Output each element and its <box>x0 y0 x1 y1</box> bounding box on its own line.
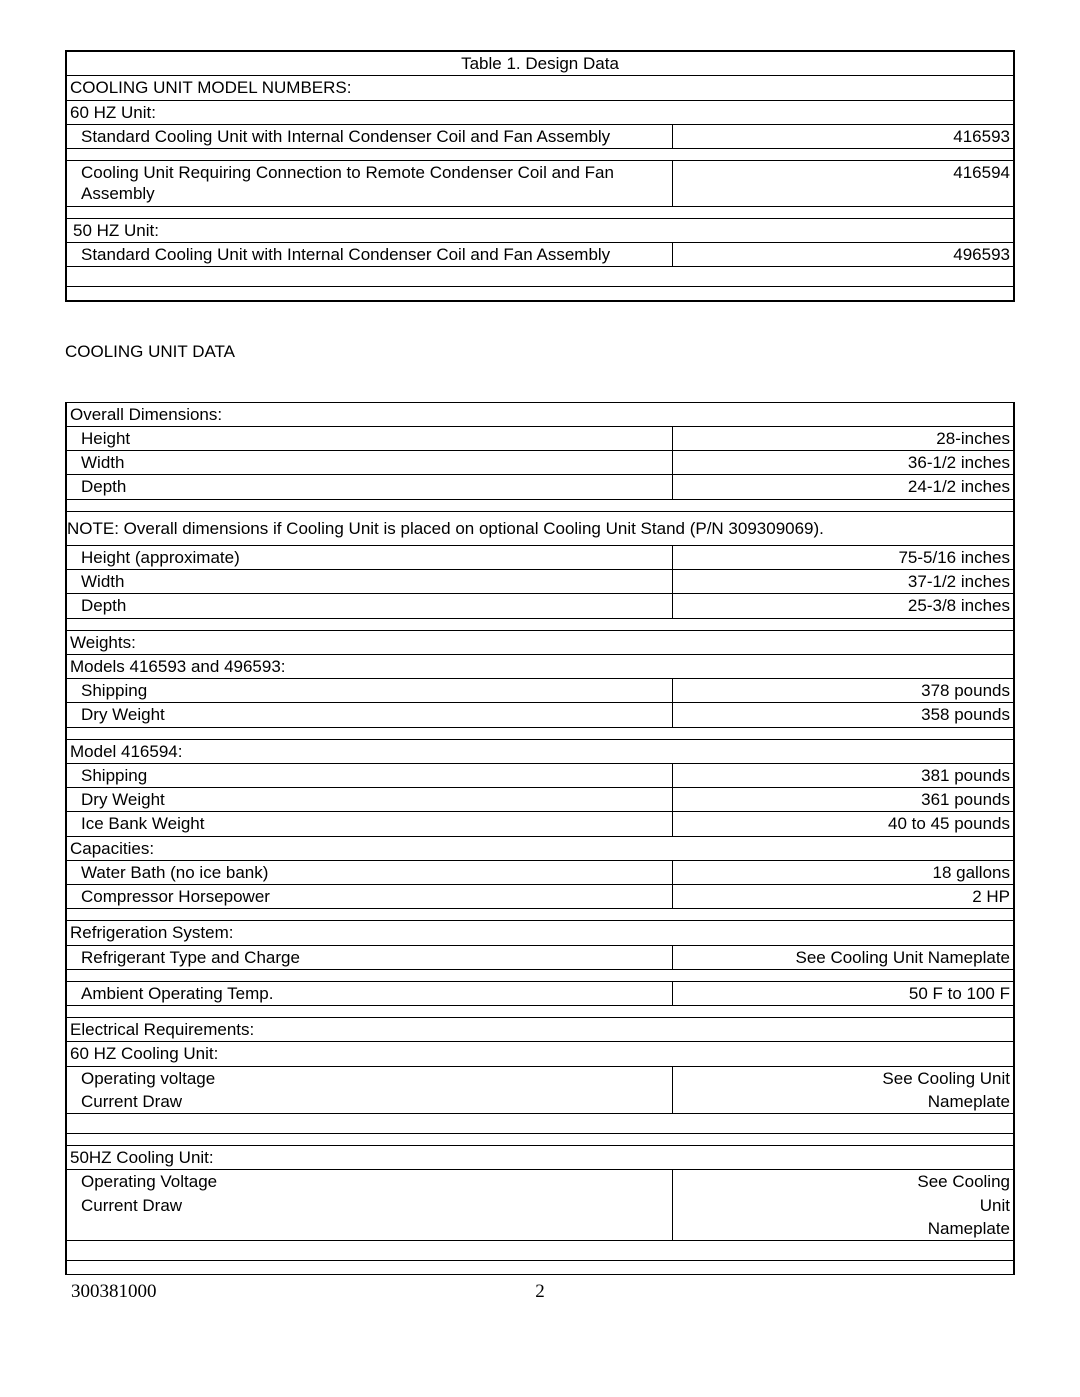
design-data-table: Table 1. Design Data COOLING UNIT MODEL … <box>65 50 1015 302</box>
depth2-label: Depth <box>66 594 673 618</box>
refrig-type-label: Refrigerant Type and Charge <box>66 945 673 969</box>
electrical-req-header: Electrical Requirements: <box>66 1018 1014 1042</box>
spacer <box>66 1241 1014 1261</box>
water-value: 18 gallons <box>673 860 1014 884</box>
depth-label: Depth <box>66 475 673 499</box>
row-60a-label: Standard Cooling Unit with Internal Cond… <box>66 124 673 148</box>
cur50-label: Current Draw <box>66 1194 673 1217</box>
width-value: 36-1/2 inches <box>673 451 1014 475</box>
weights-header: Weights: <box>66 630 1014 654</box>
dimensions-note: NOTE: Overall dimensions if Cooling Unit… <box>66 511 1014 545</box>
dry-a-value: 358 pounds <box>673 703 1014 727</box>
height-approx-label: Height (approximate) <box>66 545 673 569</box>
page-number: 2 <box>535 1281 545 1303</box>
depth-value: 24-1/2 inches <box>673 475 1014 499</box>
row-60b-value: 416594 <box>673 161 1014 207</box>
spacer <box>66 499 1014 511</box>
width-label: Width <box>66 451 673 475</box>
refrig-type-value: See Cooling Unit Nameplate <box>673 945 1014 969</box>
table1-title: Table 1. Design Data <box>66 51 1014 76</box>
width2-value: 37-1/2 inches <box>673 570 1014 594</box>
spacer <box>66 1134 1014 1146</box>
unit-60hz-header: 60 HZ Unit: <box>66 100 1014 124</box>
spacer <box>66 727 1014 739</box>
spacer <box>66 618 1014 630</box>
ice-label: Ice Bank Weight <box>66 812 673 836</box>
spacer <box>66 969 1014 981</box>
cur50-spacer <box>66 1217 673 1241</box>
overall-dimensions-header: Overall Dimensions: <box>66 402 1014 426</box>
shipping-b-label: Shipping <box>66 763 673 787</box>
shipping-b-value: 381 pounds <box>673 763 1014 787</box>
height-approx-value: 75-5/16 inches <box>673 545 1014 569</box>
row-60b-label: Cooling Unit Requiring Connection to Rem… <box>66 161 673 207</box>
compressor-value: 2 HP <box>673 885 1014 909</box>
cooling-unit-data-table: Overall Dimensions: Height 28-inches Wid… <box>65 402 1015 1276</box>
spacer <box>66 909 1014 921</box>
unit-50hz-header: 50 HZ Unit: <box>66 218 1014 242</box>
models-a-header: Models 416593 and 496593: <box>66 654 1014 678</box>
ice-value: 40 to 45 pounds <box>673 812 1014 836</box>
ambient-label: Ambient Operating Temp. <box>66 981 673 1005</box>
ambient-value: 50 F to 100 F <box>673 981 1014 1005</box>
shipping-a-value: 378 pounds <box>673 679 1014 703</box>
models-b-header: Model 416594: <box>66 739 1014 763</box>
row-60a-value: 416593 <box>673 124 1014 148</box>
opv60-value: See Cooling Unit <box>673 1066 1014 1090</box>
cur60-label: Current Draw <box>66 1090 673 1114</box>
elec-50hz-header: 50HZ Cooling Unit: <box>66 1146 1014 1170</box>
opv60-label: Operating voltage <box>66 1066 673 1090</box>
row-50a-label: Standard Cooling Unit with Internal Cond… <box>66 242 673 266</box>
height-label: Height <box>66 426 673 450</box>
cur50-value2: Nameplate <box>673 1217 1014 1241</box>
doc-number: 300381000 <box>71 1281 157 1303</box>
shipping-a-label: Shipping <box>66 679 673 703</box>
dry-a-label: Dry Weight <box>66 703 673 727</box>
width2-label: Width <box>66 570 673 594</box>
table1-header: COOLING UNIT MODEL NUMBERS: <box>66 76 1014 100</box>
water-label: Water Bath (no ice bank) <box>66 860 673 884</box>
spacer <box>66 149 1014 161</box>
dry-b-label: Dry Weight <box>66 788 673 812</box>
row-50a-value: 496593 <box>673 242 1014 266</box>
spacer <box>66 1006 1014 1018</box>
height-value: 28-inches <box>673 426 1014 450</box>
refrig-system-header: Refrigeration System: <box>66 921 1014 945</box>
spacer <box>66 287 1014 301</box>
compressor-label: Compressor Horsepower <box>66 885 673 909</box>
spacer <box>66 267 1014 287</box>
elec-60hz-header: 60 HZ Cooling Unit: <box>66 1042 1014 1066</box>
capacities-header: Capacities: <box>66 836 1014 860</box>
depth2-value: 25-3/8 inches <box>673 594 1014 618</box>
cur50-value1: Unit <box>673 1194 1014 1217</box>
opv50-value: See Cooling <box>673 1170 1014 1194</box>
spacer <box>66 206 1014 218</box>
cur60-value: Nameplate <box>673 1090 1014 1114</box>
opv50-label: Operating Voltage <box>66 1170 673 1194</box>
dry-b-value: 361 pounds <box>673 788 1014 812</box>
spacer <box>66 1114 1014 1134</box>
spacer <box>66 1261 1014 1275</box>
cooling-unit-data-heading: COOLING UNIT DATA <box>65 342 1015 362</box>
